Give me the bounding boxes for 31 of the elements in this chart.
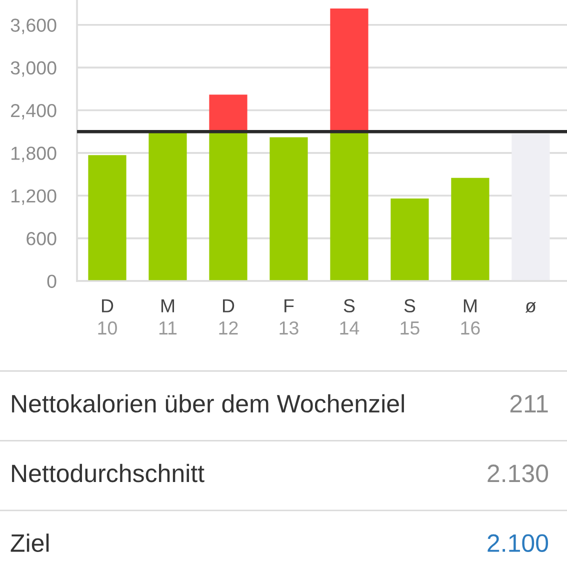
bar	[390, 198, 429, 281]
bar	[330, 8, 368, 132]
text: 2.100	[488, 534, 548, 552]
y-tick-label: 600	[26, 232, 56, 246]
y-tick-label: 3,600	[10, 18, 56, 34]
bar	[209, 94, 248, 132]
text: Nettodurchschnitt	[12, 464, 204, 482]
bar	[270, 137, 308, 281]
y-tick-label: 1,800	[12, 146, 56, 162]
x-tick-label: S 15	[400, 299, 420, 335]
text: 211	[510, 394, 548, 412]
bar	[451, 178, 490, 281]
x-tick-label: M 11	[159, 299, 177, 334]
bar	[88, 155, 126, 281]
bar	[330, 132, 368, 281]
y-tick-label: 3,000	[10, 61, 56, 77]
x-tick-label: S 14	[340, 299, 360, 334]
bar	[148, 132, 187, 281]
x-tick-label: D 12	[219, 299, 238, 334]
text: Nettokalorien über dem Wochenziel	[12, 394, 404, 413]
text: Ziel	[10, 534, 49, 552]
text: 2.130	[488, 464, 548, 482]
bar	[512, 134, 550, 281]
bar	[209, 132, 248, 281]
x-tick-label: ø	[525, 302, 536, 313]
y-tick-label: 1,200	[12, 189, 56, 205]
y-tick-label: 0	[47, 274, 56, 288]
x-tick-label: M 16	[461, 299, 480, 335]
x-tick-label: D 10	[98, 299, 117, 335]
y-tick-label: 2,400	[11, 104, 56, 120]
x-tick-label: F 13	[280, 299, 298, 335]
